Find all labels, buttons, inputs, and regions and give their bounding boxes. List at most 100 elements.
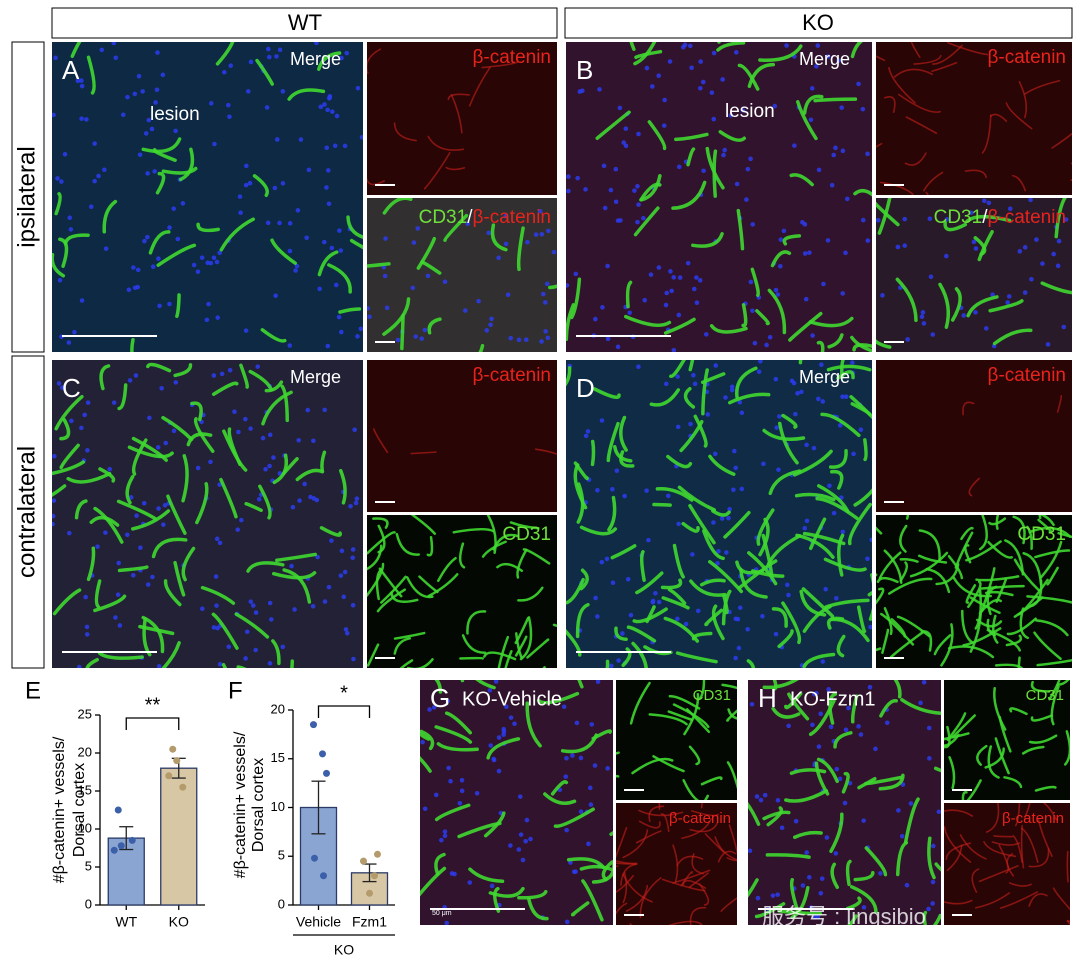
nucleus <box>727 506 732 512</box>
vessel <box>420 731 431 741</box>
vessel <box>876 55 886 62</box>
vessel <box>58 237 69 268</box>
nucleus <box>789 378 795 384</box>
nucleus <box>609 663 614 668</box>
nucleus <box>155 445 161 450</box>
nucleus <box>248 59 254 65</box>
vessel <box>857 776 877 790</box>
nucleus <box>449 871 455 876</box>
vessel <box>1026 525 1033 550</box>
micrograph-background <box>616 680 737 800</box>
nucleus <box>740 108 746 113</box>
channel-label-part: CD31 <box>1017 524 1066 545</box>
nucleus <box>322 102 327 107</box>
nucleus <box>354 496 360 501</box>
vessel <box>290 659 295 668</box>
nucleus <box>318 104 324 110</box>
nucleus <box>701 168 706 174</box>
vessel <box>516 226 525 272</box>
column-header-box <box>51 7 558 39</box>
nucleus <box>267 600 273 606</box>
vessel <box>450 93 463 134</box>
nucleus <box>111 400 117 405</box>
vessel <box>246 561 285 573</box>
nucleus <box>744 197 749 202</box>
nucleus <box>621 140 627 145</box>
nucleus <box>698 59 703 64</box>
nucleus <box>245 89 251 94</box>
nucleus <box>858 732 864 737</box>
vessel <box>864 775 903 786</box>
nucleus <box>317 286 322 292</box>
nucleus <box>804 442 809 448</box>
vessel <box>683 387 696 409</box>
nucleus <box>665 493 671 499</box>
nucleus <box>156 256 161 261</box>
nucleus <box>902 243 908 248</box>
vessel <box>876 142 883 148</box>
nucleus <box>156 506 161 511</box>
nucleus <box>546 228 551 234</box>
vessel <box>514 616 530 645</box>
vessel <box>986 618 996 637</box>
nucleus <box>748 848 753 854</box>
nucleus <box>517 794 523 799</box>
vessel <box>161 641 181 668</box>
nucleus <box>383 236 388 241</box>
vessel <box>850 402 872 416</box>
vessel <box>808 316 854 328</box>
micrograph-background <box>420 680 613 925</box>
channel-label-part: / <box>467 207 473 228</box>
nucleus <box>501 726 507 732</box>
vessel <box>1052 887 1070 911</box>
vessel <box>784 691 803 710</box>
nucleus <box>680 44 686 50</box>
vessel <box>688 503 716 545</box>
vessel <box>867 590 872 597</box>
vessel <box>931 61 958 73</box>
nucleus <box>446 765 451 771</box>
panel-letter: E <box>25 677 41 704</box>
nucleus <box>339 329 344 335</box>
nucleus <box>597 87 602 92</box>
vessel <box>994 663 1024 668</box>
significance-bracket <box>125 717 180 730</box>
nucleus <box>227 114 232 120</box>
nucleus <box>211 373 217 378</box>
nucleus <box>1029 276 1034 282</box>
vessel <box>841 771 850 794</box>
vessel <box>984 747 1005 769</box>
nucleus <box>523 838 528 844</box>
vessel <box>367 176 386 186</box>
vessel <box>592 387 621 399</box>
nucleus <box>459 777 465 783</box>
vessel <box>879 181 914 195</box>
nucleus <box>760 613 765 619</box>
nucleus <box>737 399 743 405</box>
nucleus <box>85 400 91 405</box>
nucleus <box>574 720 580 726</box>
vessel <box>200 585 236 605</box>
data-point <box>165 772 173 780</box>
nucleus <box>564 755 569 761</box>
vessel <box>566 577 585 605</box>
nucleus <box>113 615 118 620</box>
nucleus <box>135 267 141 273</box>
nucleus <box>772 103 778 109</box>
nucleus <box>263 466 268 472</box>
nucleus <box>671 275 677 280</box>
nucleus <box>214 536 220 542</box>
nucleus <box>831 152 837 158</box>
micrograph <box>748 680 941 925</box>
nucleus <box>287 248 293 254</box>
nucleus <box>237 194 243 199</box>
vessel <box>675 651 718 664</box>
vessel <box>190 401 203 422</box>
vessel <box>781 413 798 429</box>
nucleus <box>884 720 890 726</box>
nucleus <box>217 540 223 546</box>
vessel <box>94 579 102 609</box>
vessel <box>828 692 838 725</box>
nucleus <box>927 216 933 222</box>
data-point <box>360 857 367 865</box>
